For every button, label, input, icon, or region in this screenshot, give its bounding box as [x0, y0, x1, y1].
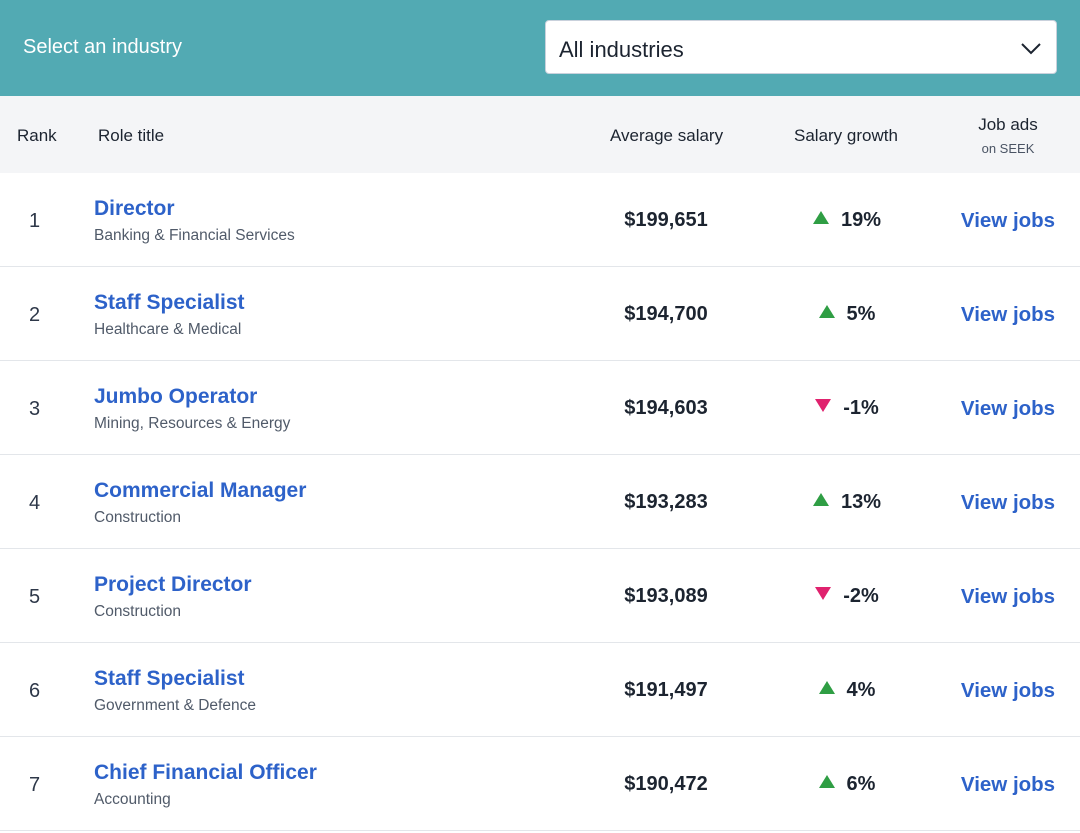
industry-select[interactable]: All industries — [545, 20, 1057, 74]
growth-value: 6% — [846, 773, 876, 795]
row-rank: 1 — [29, 210, 41, 232]
role-industry: Accounting — [94, 791, 171, 808]
row-rank: 3 — [29, 398, 41, 420]
triangle-up-icon — [812, 493, 829, 506]
role-industry: Construction — [94, 603, 182, 620]
row-rank: 5 — [29, 586, 41, 608]
industry-filter-bar: Select an industry All industries — [0, 0, 1080, 96]
header-rank: Rank — [17, 126, 57, 145]
industry-select-value: All industries — [559, 37, 684, 62]
average-salary: $199,651 — [624, 209, 708, 231]
triangle-up-icon — [818, 775, 835, 788]
salary-growth: 5% — [780, 303, 914, 326]
triangle-down-icon — [815, 587, 832, 600]
role-industry: Mining, Resources & Energy — [94, 415, 291, 432]
salary-growth: 13% — [780, 491, 914, 514]
growth-value: 4% — [846, 679, 876, 701]
chevron-down-icon — [1021, 43, 1041, 55]
view-jobs-link[interactable]: View jobs — [960, 679, 1056, 702]
role-title-link[interactable]: Staff Specialist — [94, 667, 245, 690]
role-industry: Healthcare & Medical — [94, 321, 242, 338]
growth-value: -1% — [843, 397, 879, 419]
salary-growth: -1% — [780, 397, 914, 420]
average-salary: $194,603 — [624, 397, 708, 419]
salary-growth: 4% — [780, 679, 914, 702]
growth-value: 19% — [840, 209, 882, 231]
role-title-link[interactable]: Project Director — [94, 573, 252, 596]
role-title-link[interactable]: Director — [94, 197, 175, 220]
row-rank: 7 — [29, 774, 41, 796]
view-jobs-link[interactable]: View jobs — [960, 303, 1056, 326]
table-row: 5 Project Director Construction $193,089… — [0, 549, 1080, 643]
table-row: 4 Commercial Manager Construction $193,2… — [0, 455, 1080, 549]
header-average-salary: Average salary — [610, 126, 724, 145]
table-row: 1 Director Banking & Financial Services … — [0, 173, 1080, 267]
row-rank: 4 — [29, 492, 41, 514]
view-jobs-link[interactable]: View jobs — [960, 585, 1056, 608]
average-salary: $194,700 — [624, 303, 708, 325]
industry-filter-label: Select an industry — [23, 36, 182, 58]
triangle-up-icon — [818, 681, 835, 694]
row-rank: 6 — [29, 680, 41, 702]
average-salary: $190,472 — [624, 773, 708, 795]
table-row: 2 Staff Specialist Healthcare & Medical … — [0, 267, 1080, 361]
growth-value: 13% — [840, 491, 882, 513]
role-title-link[interactable]: Jumbo Operator — [94, 385, 258, 408]
header-job-ads-title: Job ads — [978, 115, 1038, 134]
salary-table-body: 1 Director Banking & Financial Services … — [0, 173, 1080, 831]
table-row: 3 Jumbo Operator Mining, Resources & Ene… — [0, 361, 1080, 455]
header-salary-growth: Salary growth — [794, 126, 898, 145]
role-industry: Construction — [94, 509, 182, 526]
role-title-link[interactable]: Commercial Manager — [94, 479, 307, 502]
role-title-link[interactable]: Chief Financial Officer — [94, 761, 317, 784]
table-row: 6 Staff Specialist Government & Defence … — [0, 643, 1080, 737]
average-salary: $191,497 — [624, 679, 708, 701]
average-salary: $193,089 — [624, 585, 708, 607]
view-jobs-link[interactable]: View jobs — [960, 397, 1056, 420]
role-industry: Banking & Financial Services — [94, 227, 295, 244]
growth-value: 5% — [846, 303, 876, 325]
salary-growth: -2% — [780, 585, 914, 608]
role-title-link[interactable]: Staff Specialist — [94, 291, 245, 314]
row-rank: 2 — [29, 304, 41, 326]
table-row: 7 Chief Financial Officer Accounting $19… — [0, 737, 1080, 831]
average-salary: $193,283 — [624, 491, 708, 513]
view-jobs-link[interactable]: View jobs — [960, 209, 1056, 232]
triangle-up-icon — [818, 305, 835, 318]
header-job-ads-subtitle: on SEEK — [981, 141, 1035, 156]
table-header: Rank Role title Average salary Salary gr… — [0, 96, 1080, 173]
header-job-ads: Job ads on SEEK — [938, 115, 1078, 156]
growth-value: -2% — [843, 585, 879, 607]
triangle-up-icon — [812, 211, 829, 224]
triangle-down-icon — [815, 399, 832, 412]
salary-growth: 19% — [780, 209, 914, 232]
view-jobs-link[interactable]: View jobs — [960, 773, 1056, 796]
header-role-title: Role title — [98, 126, 165, 145]
view-jobs-link[interactable]: View jobs — [960, 491, 1056, 514]
role-industry: Government & Defence — [94, 697, 256, 714]
salary-growth: 6% — [780, 773, 914, 796]
